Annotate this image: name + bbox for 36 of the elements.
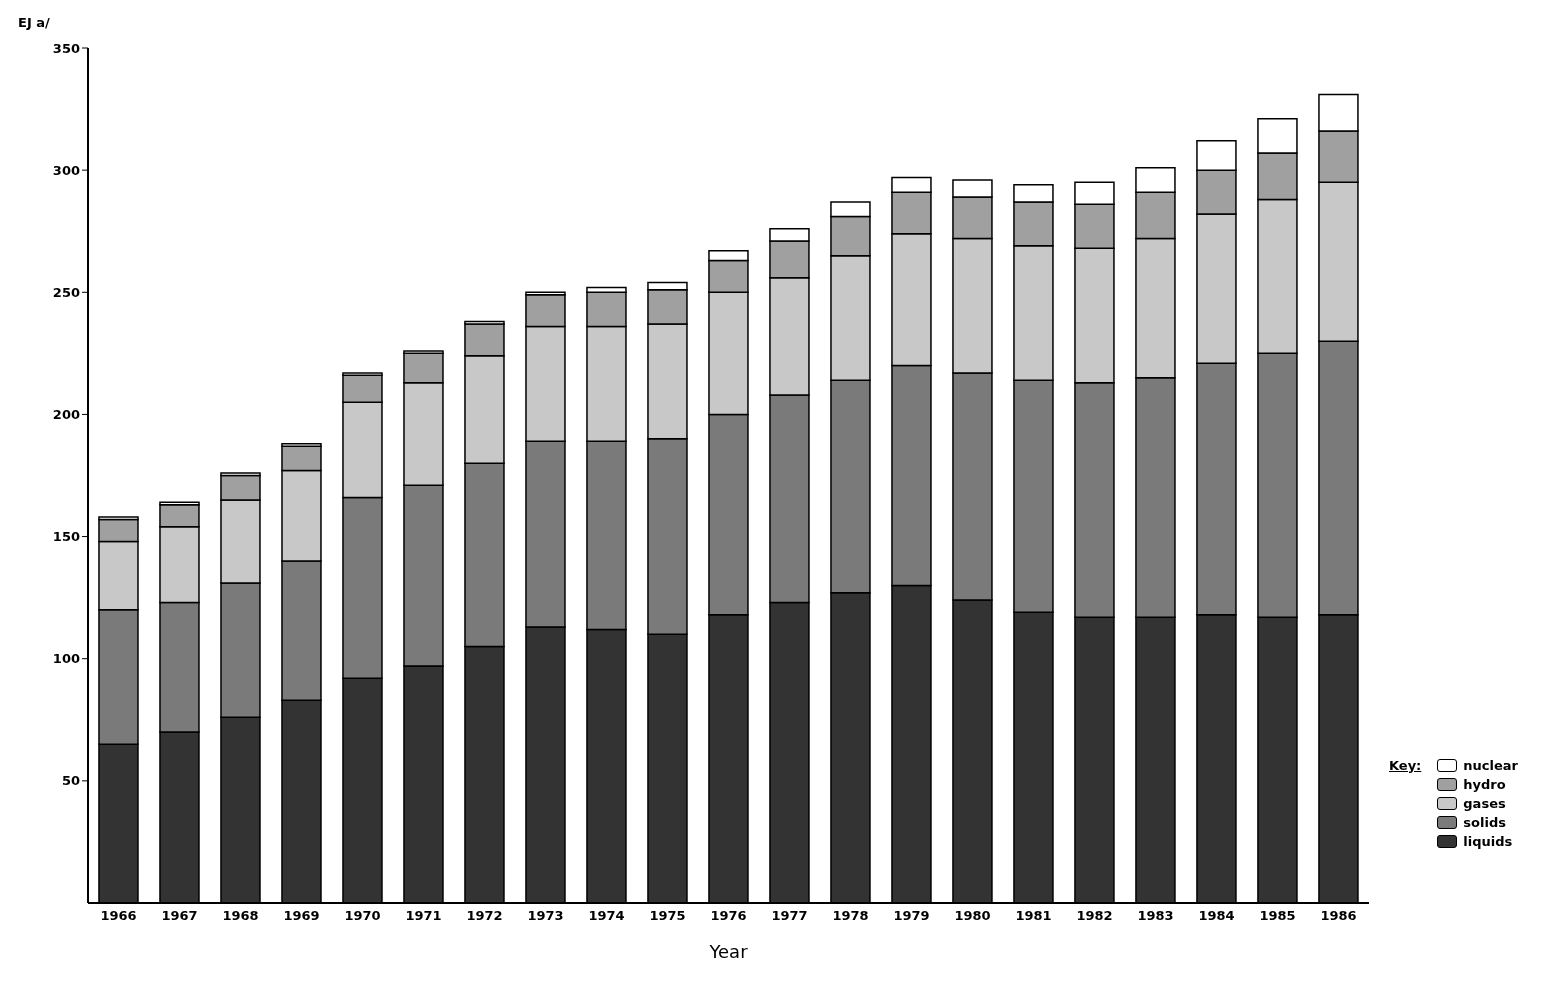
x-tick-label: 1981 <box>1015 908 1052 924</box>
y-axis-title: EJ a/ <box>18 15 51 31</box>
x-tick-label: 1983 <box>1137 908 1174 924</box>
x-tick-label: 1968 <box>222 908 259 924</box>
y-tick-label: 300 <box>52 162 80 178</box>
x-axis-title: Year <box>708 941 749 962</box>
x-tick-label: 1977 <box>771 908 808 924</box>
x-tick-label: 1971 <box>405 908 442 924</box>
legend-label: hydro <box>1463 777 1506 792</box>
x-tick-label: 1967 <box>161 908 198 924</box>
x-tick-label: 1979 <box>893 908 930 924</box>
x-tick-label: 1975 <box>649 908 686 924</box>
y-tick-label: 250 <box>52 284 80 300</box>
legend-label: nuclear <box>1463 758 1518 773</box>
y-tick-label: 200 <box>52 407 80 423</box>
x-tick-label: 1986 <box>1320 908 1357 924</box>
x-tick-label: 1973 <box>527 908 564 924</box>
x-tick-label: 1980 <box>954 908 991 924</box>
x-tick-label: 1966 <box>100 908 137 924</box>
legend-title: Key: <box>1388 758 1422 773</box>
x-tick-label: 1976 <box>710 908 747 924</box>
legend-label: liquids <box>1463 834 1513 849</box>
x-tick-label: 1970 <box>344 908 381 924</box>
x-tick-label: 1978 <box>832 908 869 924</box>
legend-label: solids <box>1463 815 1506 830</box>
x-tick-label: 1984 <box>1198 908 1235 924</box>
legend-label: gases <box>1463 796 1506 811</box>
y-tick-label: 100 <box>52 651 80 667</box>
y-tick-label: 350 <box>52 40 80 56</box>
x-tick-label: 1969 <box>283 908 320 924</box>
x-tick-label: 1974 <box>588 908 625 924</box>
x-tick-label: 1982 <box>1076 908 1113 924</box>
y-tick-label: 150 <box>52 529 80 545</box>
y-tick-label: 50 <box>61 773 80 789</box>
x-tick-label: 1985 <box>1259 908 1296 924</box>
x-tick-label: 1972 <box>466 908 503 924</box>
